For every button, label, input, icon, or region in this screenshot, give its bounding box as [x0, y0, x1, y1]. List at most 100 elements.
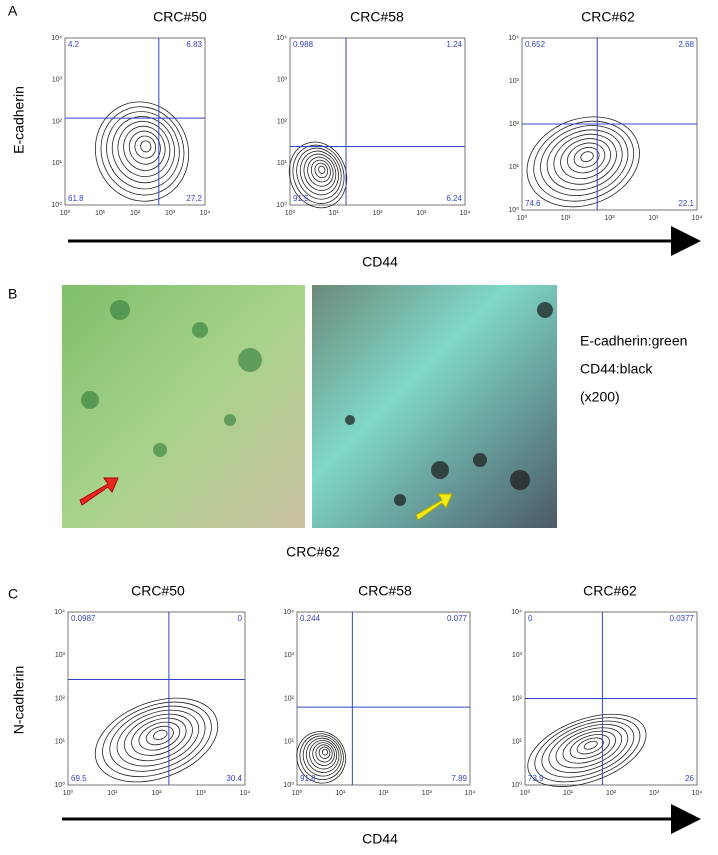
x-tick-label: 10² [151, 790, 162, 797]
quadrant-value: 0.0987 [71, 614, 96, 623]
contour [566, 142, 606, 174]
quadrant-value: 26 [685, 774, 694, 783]
y-tick-label: 10⁰ [283, 781, 294, 789]
quadrant-value: 30.4 [226, 774, 242, 783]
x-tick-label: 10⁰ [292, 789, 303, 797]
contour [128, 130, 161, 165]
contour [315, 744, 333, 763]
quadrant-value: 6.24 [446, 194, 462, 203]
x-axis-label: CD44 [362, 254, 398, 270]
contour [307, 156, 334, 187]
y-axis-label: E-cadherin [11, 86, 27, 154]
x-tick-label: 10⁴ [465, 790, 476, 797]
arrow-red [79, 477, 119, 506]
panel-label: A [8, 3, 18, 19]
contour [560, 138, 612, 180]
quadrant-value: 0.244 [300, 614, 321, 623]
contour [314, 162, 329, 179]
legend-text: (x200) [580, 389, 620, 405]
contour [100, 106, 185, 196]
contour [117, 120, 171, 177]
y-tick-label: 10⁰ [276, 201, 287, 209]
y-tick-label: 10³ [52, 77, 63, 84]
contour [299, 150, 339, 196]
x-tick-label: 10⁴ [692, 215, 703, 222]
x-tick-label: 10² [130, 210, 141, 217]
quadrant-value: 91.8 [300, 774, 316, 783]
contour [305, 737, 340, 773]
quadrant-value: 0 [238, 614, 243, 623]
x-tick-label: 10⁰ [60, 209, 71, 217]
panel-label: C [8, 586, 18, 602]
y-tick-label: 10³ [509, 78, 520, 85]
y-tick-label: 10⁴ [511, 609, 522, 616]
quadrant-value: 2.68 [678, 40, 694, 49]
texture [345, 302, 553, 506]
contour [140, 140, 152, 153]
contour [106, 111, 180, 190]
quadrant-value: 69.5 [71, 774, 87, 783]
contour [569, 734, 610, 759]
x-tick-label: 10³ [648, 215, 659, 222]
contour [309, 740, 338, 770]
plot-frame [64, 37, 206, 206]
contour [580, 151, 594, 163]
y-tick-label: 10¹ [512, 739, 523, 746]
contour [111, 116, 175, 184]
x-tick-label: 10³ [416, 210, 427, 217]
y-tick-label: 10⁴ [508, 35, 519, 42]
contour [318, 165, 326, 174]
quadrant-value: 27.2 [186, 194, 202, 203]
x-tick-label: 10³ [649, 790, 660, 797]
y-tick-label: 10³ [284, 652, 295, 659]
contour [153, 729, 168, 740]
y-tick-label: 10² [55, 695, 66, 702]
plot-title: CRC#50 [131, 583, 185, 599]
x-tick-label: 10¹ [329, 210, 340, 217]
caption: CRC#62 [286, 544, 340, 560]
y-tick-label: 10³ [512, 652, 523, 659]
y-tick-label: 10⁰ [54, 781, 65, 789]
plot-frame [67, 611, 246, 786]
quadrant-value: 6.83 [186, 40, 202, 49]
quadrant-value: 61.8 [68, 194, 84, 203]
quadrant-value: 4.2 [68, 40, 80, 49]
x-tick-label: 10¹ [563, 790, 574, 797]
x-tick-label: 10⁰ [517, 214, 528, 222]
contour [553, 133, 617, 185]
quadrant-value: 1.24 [446, 40, 462, 49]
plot-title: CRC#50 [153, 9, 207, 25]
quadrant-value: 0.652 [525, 40, 546, 49]
y-tick-label: 10⁰ [511, 781, 522, 789]
plot-frame [289, 37, 466, 206]
contour [321, 748, 329, 756]
quadrant-value: 22.1 [678, 199, 694, 208]
contour [310, 159, 331, 183]
contour [296, 147, 342, 200]
x-tick-label: 10¹ [95, 210, 106, 217]
x-tick-label: 10² [378, 790, 389, 797]
y-tick-label: 10⁰ [508, 206, 519, 214]
y-tick-label: 10¹ [509, 164, 520, 171]
y-tick-label: 10¹ [52, 160, 63, 167]
y-tick-label: 10¹ [55, 739, 66, 746]
plot-title: CRC#62 [583, 583, 637, 599]
x-tick-label: 10¹ [335, 790, 346, 797]
contour [302, 735, 342, 777]
y-tick-label: 10² [512, 695, 523, 702]
quadrant-value: 0.0377 [670, 614, 695, 623]
x-tick-label: 10² [372, 210, 383, 217]
plot-title: CRC#58 [350, 9, 404, 25]
x-tick-label: 10⁴ [200, 210, 211, 217]
contour [123, 713, 193, 762]
x-tick-label: 10⁴ [460, 210, 471, 217]
legend-text: CD44:black [580, 361, 653, 377]
contour [541, 720, 635, 778]
plot-title: CRC#62 [581, 9, 635, 25]
contour [562, 730, 616, 764]
texture [81, 300, 262, 457]
contour [573, 146, 600, 168]
contour [546, 129, 623, 191]
quadrant-value: 91.5 [293, 194, 309, 203]
contour [138, 721, 181, 751]
